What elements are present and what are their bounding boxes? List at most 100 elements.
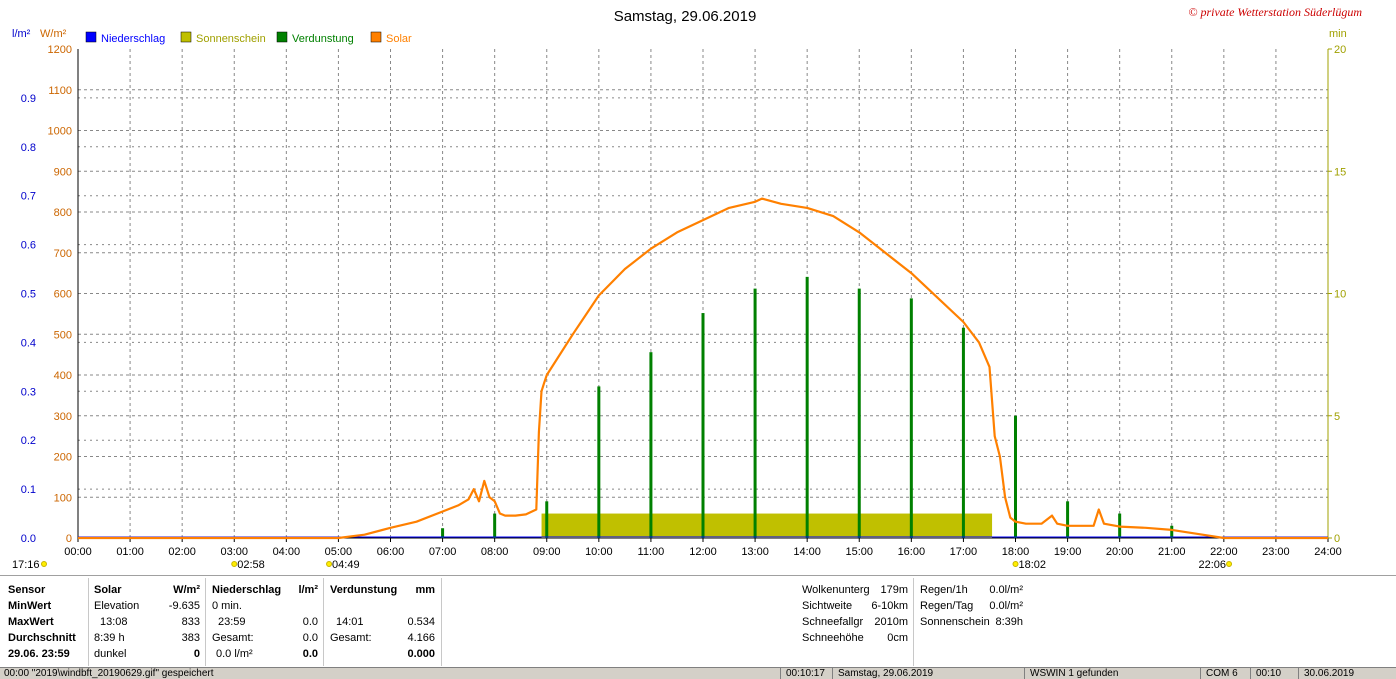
status-separator: [1024, 668, 1025, 679]
x-tick-label: 22:00: [1210, 546, 1238, 558]
y-solar-tick-label: 1000: [48, 126, 72, 138]
x-tick-label: 16:00: [898, 546, 926, 558]
chart-title: Samstag, 29.06.2019: [614, 8, 757, 25]
y-solar-tick-label: 400: [54, 370, 72, 382]
evaporation-bar: [649, 352, 653, 538]
evap-total-value: 4.166: [407, 632, 435, 644]
rain-day-value: 0.0l/m²: [989, 600, 1023, 612]
evaporation-bar: [909, 298, 913, 538]
rain-hour-value: 0.0l/m²: [989, 584, 1023, 596]
x-tick-label: 23:00: [1262, 546, 1290, 558]
y-min-tick-label: 5: [1334, 411, 1340, 423]
sun-marker: [1012, 561, 1019, 567]
y-solar-tick-label: 600: [54, 289, 72, 301]
sensor-label: Sensor: [8, 584, 46, 596]
sun-marker: [326, 561, 333, 567]
visibility-value: 6-10km: [871, 600, 908, 612]
y-rain-tick-label: 0.7: [21, 191, 36, 203]
y-rain-tick-label: 0.0: [21, 533, 36, 545]
rain-total-value: 0.0: [302, 632, 318, 644]
evap-current-value: 0.000: [407, 648, 435, 660]
x-tick-label: 14:00: [793, 546, 821, 558]
status-port: COM 6: [1206, 668, 1238, 679]
separator: [323, 578, 324, 666]
status-clock: 00:10: [1256, 668, 1282, 679]
marker-label: 04:49: [332, 559, 360, 571]
solar-series-line: [78, 197, 1328, 540]
snowline-value: 2010m: [874, 616, 908, 628]
rain-day-label: Regen/Tag: [920, 600, 974, 612]
rain-current-value: 0.0: [302, 648, 318, 660]
legend-label: Niederschlag: [101, 33, 165, 45]
y-min-tick-label: 10: [1334, 289, 1346, 301]
x-tick-label: 09:00: [533, 546, 561, 558]
rain-current-label: 0.0 l/m²: [216, 648, 253, 660]
y-solar-tick-label: 300: [54, 411, 72, 423]
evap-head: Verdunstung: [330, 584, 398, 596]
evaporation-bar: [597, 386, 601, 538]
y-solar-tick-label: 1100: [48, 85, 72, 97]
y-rain-tick-label: 0.9: [21, 93, 36, 105]
rain-column: Niederschlag l/m² 0 min. 23:59 0.0 Gesamt:…: [212, 582, 318, 662]
evap-max-time: 14:01: [336, 616, 364, 628]
y-solar-tick-label: 100: [54, 492, 72, 504]
evaporation-bar: [857, 288, 861, 538]
sunshine-value: 8:39h: [995, 616, 1023, 628]
rain-max-time: 23:59: [218, 616, 246, 628]
legend-swatch: [85, 31, 97, 43]
y-rain-tick-label: 0.5: [21, 289, 36, 301]
snow-depth-label: Schneehöhe: [802, 632, 864, 644]
y-rain-tick-label: 0.3: [21, 386, 36, 398]
status-date: Samstag, 29.06.2019: [838, 668, 934, 679]
x-tick-label: 02:00: [168, 546, 196, 558]
y-rain-tick-label: 0.4: [21, 337, 36, 349]
rain-unit: l/m²: [298, 584, 318, 596]
x-tick-label: 03:00: [220, 546, 248, 558]
y-rain-unit: l/m²: [12, 28, 31, 40]
weather-column: Wolkenunterg 179m Sichtweite 6-10km Schnee…: [802, 582, 908, 646]
y-solar-tick-label: 1200: [48, 44, 72, 56]
marker-label: 22:06: [1199, 559, 1227, 571]
evaporation-bar: [1066, 501, 1070, 538]
y-solar-unit: W/m²: [40, 28, 67, 40]
evap-unit: mm: [415, 584, 435, 596]
date-label: 29.06. 23:59: [8, 648, 70, 660]
y-min-unit: min: [1329, 28, 1347, 40]
min-label: MinWert: [8, 600, 52, 612]
visibility-label: Sichtweite: [802, 600, 853, 612]
copyright-text: © private Wetterstation Süderlügum: [1188, 5, 1362, 19]
solar-avg-label: 8:39 h: [94, 632, 125, 644]
x-tick-label: 19:00: [1054, 546, 1082, 558]
sunshine-label: Sonnenschein: [920, 616, 990, 628]
sun-marker: [41, 561, 47, 567]
evaporation-bar: [1014, 415, 1017, 538]
sun-marker: [231, 561, 238, 567]
evaporation-bar: [805, 276, 809, 538]
evaporation-bar: [961, 327, 965, 538]
snowline-label: Schneefallgr: [802, 616, 864, 628]
evaporation-bar: [441, 528, 445, 538]
rain-max-value: 0.0: [302, 616, 318, 628]
x-tick-label: 00:00: [64, 546, 92, 558]
y-solar-tick-label: 800: [54, 207, 72, 219]
evaporation-bar: [493, 513, 497, 538]
marker-label: 17:16: [12, 559, 40, 571]
rain-total-label: Gesamt:: [212, 632, 254, 644]
x-tick-label: 07:00: [429, 546, 457, 558]
x-tick-label: 21:00: [1158, 546, 1186, 558]
y-solar-tick-label: 900: [54, 166, 72, 178]
weather-chart: 00:00 01:00 02:00 03:00 04:00 05:00 06:00 07:00…: [12, 5, 1362, 571]
x-tick-label: 12:00: [689, 546, 717, 558]
evap-total-label: Gesamt:: [330, 632, 372, 644]
legend-swatch: [180, 31, 192, 43]
status-message: 00:00 "2019\windbft_20190629.gif" gespei…: [4, 668, 214, 679]
solar-dark-label: dunkel: [94, 648, 127, 660]
x-tick-label: 01:00: [116, 546, 144, 558]
status-separator: [1298, 668, 1299, 679]
cloud-base-value: 179m: [880, 584, 908, 596]
rain-head: Niederschlag: [212, 584, 282, 596]
legend-label: Verdunstung: [292, 33, 354, 45]
marker-label: 02:58: [237, 559, 265, 571]
status-separator: [1250, 668, 1251, 679]
legend-label: Sonnenschein: [196, 33, 266, 45]
